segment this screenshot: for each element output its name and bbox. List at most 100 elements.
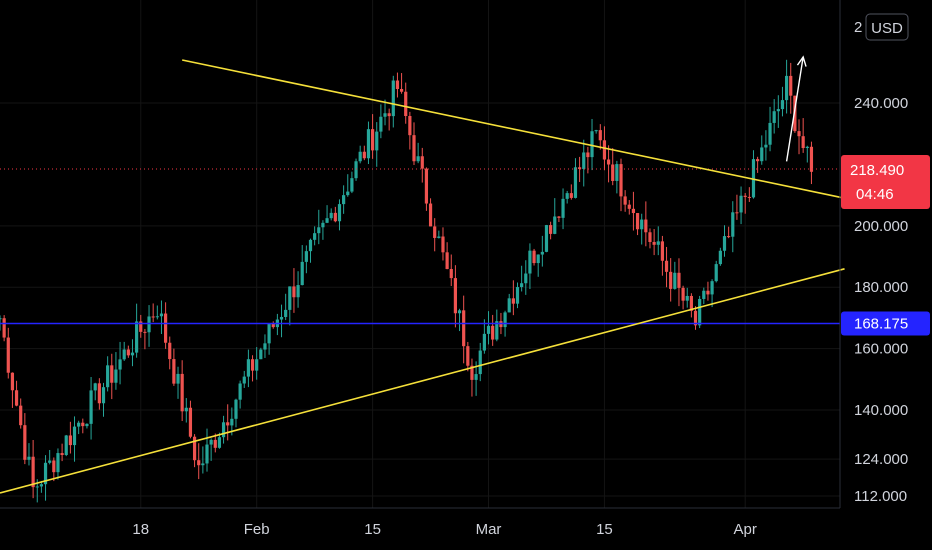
candles	[0, 59, 814, 503]
candle-body	[0, 318, 2, 320]
candle-body	[246, 359, 250, 377]
candle-body	[192, 436, 197, 461]
candle-body	[48, 460, 52, 463]
candle-body	[209, 439, 213, 445]
candle-body	[689, 295, 693, 311]
trendline-descending-resistance	[181, 59, 845, 199]
candle-body	[648, 232, 652, 242]
candle-body	[619, 164, 623, 197]
candle-body	[768, 122, 772, 145]
candle-body	[43, 462, 48, 485]
candle-body	[805, 146, 809, 149]
candle-body	[267, 323, 271, 344]
last-price-value: 218.490	[850, 162, 904, 179]
candle-body	[677, 272, 681, 288]
candle-body	[371, 129, 375, 151]
candle-body	[710, 281, 714, 295]
candle-body	[656, 241, 660, 245]
candle-body	[536, 254, 540, 264]
candle-body	[68, 435, 72, 446]
candle-body	[313, 233, 317, 240]
currency-badge[interactable]	[865, 13, 909, 41]
candle-body	[507, 298, 511, 313]
candle-body	[180, 373, 184, 412]
candle-body	[722, 236, 727, 251]
candle-body	[85, 423, 89, 427]
candle-body	[685, 295, 689, 301]
candle-body	[702, 290, 706, 299]
candle-body	[147, 316, 151, 333]
y-tick-label-clipped: 2	[854, 19, 862, 36]
candle-body	[333, 212, 337, 222]
candle-body	[337, 204, 342, 222]
candle-body	[615, 164, 619, 181]
candle-body	[395, 80, 400, 89]
candle-body	[470, 365, 474, 380]
candle-body	[221, 422, 226, 438]
candle-body	[205, 444, 209, 464]
candle-body	[284, 309, 288, 317]
candle-body	[772, 111, 776, 123]
arrow-head	[796, 55, 807, 67]
candle-body	[557, 216, 561, 218]
candle-body	[114, 369, 118, 383]
x-tick-label: Feb	[244, 521, 270, 538]
candle-body	[126, 349, 130, 356]
candle-body	[10, 372, 15, 391]
candle-body	[14, 390, 19, 406]
candle-body	[350, 178, 354, 192]
candle-body	[346, 191, 350, 196]
candle-body	[52, 460, 56, 473]
x-tick-label: Apr	[734, 521, 757, 538]
candle-body	[578, 167, 582, 169]
trendline-ascending-support	[0, 268, 845, 494]
candle-body	[321, 222, 325, 228]
candle-body	[503, 312, 507, 328]
candle-body	[739, 195, 743, 213]
candle-body	[176, 373, 180, 384]
candle-body	[764, 144, 768, 148]
candle-body	[586, 152, 590, 158]
candle-body	[362, 151, 366, 159]
axes: 112.000 124.000 140.000 160.000 180.000 200.0…	[0, 0, 908, 538]
candle-body	[23, 425, 27, 460]
candle-body	[602, 140, 607, 160]
support-price-value: 168.175	[854, 316, 908, 333]
candle-body	[259, 349, 263, 360]
candle-body	[31, 456, 35, 488]
candle-body	[416, 156, 420, 162]
candle-body	[164, 313, 168, 343]
candle-body	[747, 196, 751, 198]
candle-body	[135, 321, 139, 353]
candle-body	[598, 130, 602, 141]
candle-body	[727, 236, 731, 238]
currency-label: USD	[871, 20, 903, 37]
candle-body	[279, 316, 284, 320]
y-tick-label: 140.000	[854, 402, 908, 419]
candle-body	[64, 435, 68, 456]
candle-body	[342, 195, 346, 205]
candle-body	[532, 250, 536, 264]
candle-body	[718, 250, 722, 265]
candle-body	[751, 159, 756, 198]
candle-body	[387, 113, 391, 117]
candle-body	[329, 212, 333, 219]
candle-body	[106, 365, 110, 388]
candle-body	[375, 131, 379, 151]
candle-body	[288, 286, 292, 310]
candle-body	[234, 399, 238, 419]
candle-body	[263, 343, 267, 350]
candle-body	[424, 168, 429, 204]
candle-body	[93, 383, 97, 391]
candle-body	[60, 453, 64, 456]
candle-body	[660, 241, 664, 261]
candle-body	[383, 113, 387, 117]
x-tick-label: 15	[364, 521, 381, 538]
grid	[0, 0, 840, 508]
candle-body	[611, 164, 615, 181]
candle-body	[524, 273, 528, 284]
candle-body	[495, 321, 499, 340]
candle-body	[2, 318, 6, 338]
